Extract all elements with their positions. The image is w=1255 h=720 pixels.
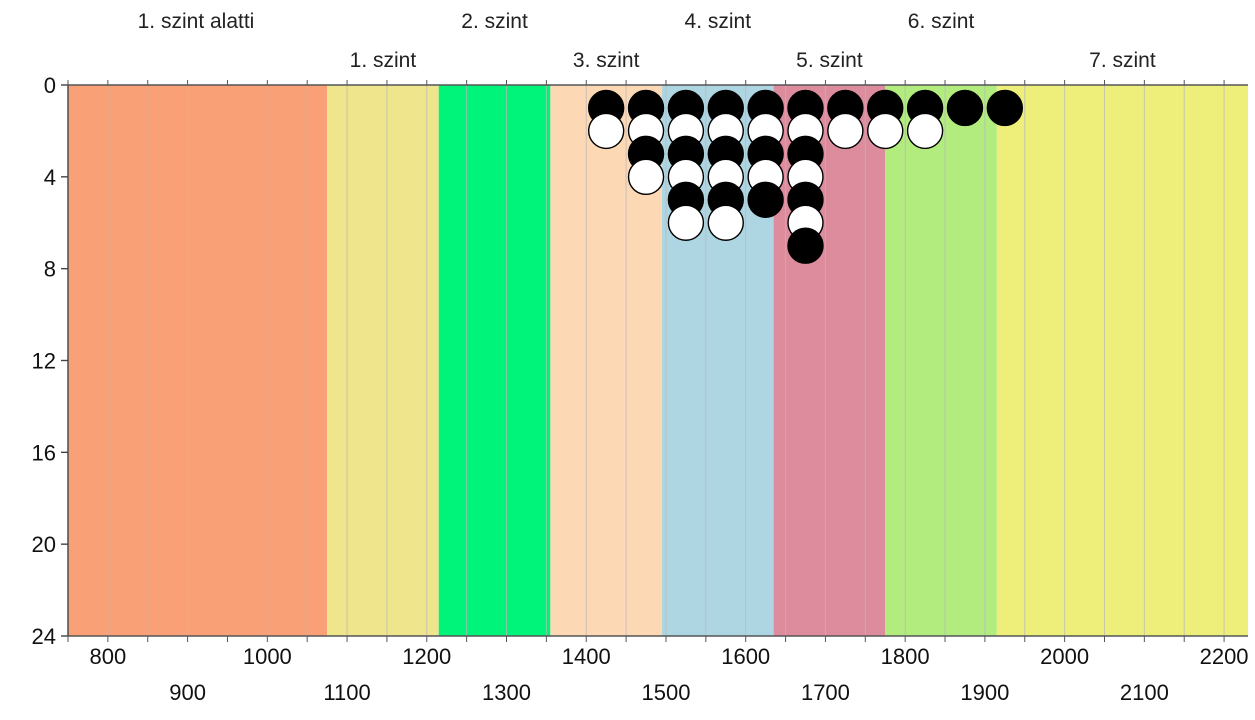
white-point (906, 112, 944, 150)
x-tick-label-row2: 1100 (323, 680, 370, 705)
y-tick-label: 8 (44, 257, 56, 282)
x-tick-label-row1: 1000 (243, 644, 292, 669)
y-tick-label: 4 (44, 165, 56, 190)
x-tick-label-row1: 1600 (721, 644, 770, 669)
band-label-6: 5. szint (796, 49, 863, 72)
band-2 (327, 85, 439, 636)
data-points (587, 89, 1024, 264)
y-tick-label: 0 (44, 73, 56, 98)
x-tick-label-row1: 1200 (402, 644, 451, 669)
x-tick-label-row2: 900 (169, 680, 206, 705)
x-tick-label-row2: 1900 (960, 680, 1009, 705)
band-label-1: 1. szint alatti (138, 10, 255, 33)
x-tick-label-row2: 1300 (482, 680, 531, 705)
y-tick-label: 24 (32, 624, 56, 649)
x-tick-label-row1: 1800 (881, 644, 930, 669)
band-1 (68, 85, 328, 636)
black-point (787, 227, 824, 264)
white-point (587, 112, 625, 150)
band-8 (996, 85, 1248, 636)
y-tick-label: 12 (32, 349, 56, 374)
band-labels: 1. szint alatti 1. szint 2. szint 3. szint 4… (138, 10, 1156, 72)
band-3 (438, 85, 551, 636)
white-point (667, 204, 705, 241)
x-tick-label-row2: 2100 (1120, 680, 1169, 705)
band-7 (885, 85, 997, 636)
white-point (707, 204, 744, 241)
x-tick-label-row1: 1400 (562, 644, 611, 669)
x-tick-label-row1: 800 (90, 644, 127, 669)
y-tick-label: 16 (32, 440, 56, 465)
band-label-8: 7. szint (1089, 49, 1156, 72)
black-point (986, 89, 1024, 127)
band-label-4: 3. szint (573, 49, 640, 72)
axis-ticks: 0 4 8 12 16 20 24 800 1000 1200 1400 1600 1800 2000 22… (32, 73, 1249, 705)
band-label-5: 4. szint (685, 10, 752, 33)
x-tick-label-row2: 1500 (641, 680, 690, 705)
band-label-2: 1. szint (350, 49, 417, 72)
x-tick-label-row2: 1700 (801, 680, 850, 705)
black-point (946, 89, 984, 127)
y-tick-label: 20 (32, 532, 56, 557)
x-tick-label-row1: 2000 (1040, 644, 1089, 669)
black-point (747, 181, 784, 218)
band-label-7: 6. szint (908, 10, 975, 33)
white-point (867, 112, 904, 150)
band-label-3: 2. szint (461, 10, 528, 33)
x-tick-label-row1: 2200 (1200, 644, 1249, 669)
white-point (627, 158, 665, 196)
white-point (827, 112, 864, 150)
